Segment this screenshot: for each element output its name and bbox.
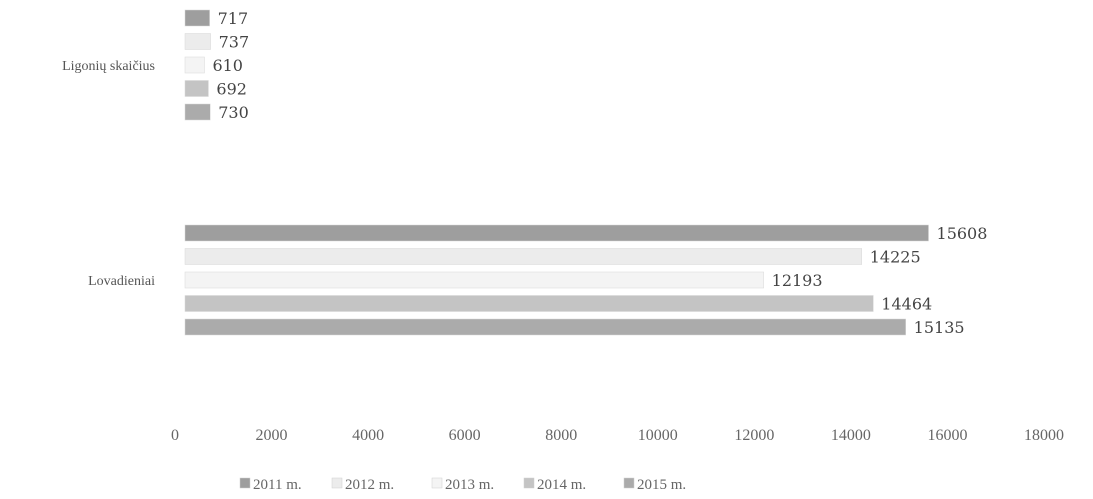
bar: [184, 33, 211, 50]
x-tick-label: 12000: [734, 427, 774, 444]
data-label: 610: [212, 56, 243, 75]
data-label: 14464: [881, 295, 932, 314]
bar: [184, 318, 906, 336]
bar: [184, 56, 205, 74]
bar: [184, 295, 874, 312]
bar: [184, 103, 211, 121]
x-tick-label: 10000: [638, 427, 678, 444]
x-tick-label: 4000: [352, 427, 384, 444]
x-tick-label: 2000: [256, 427, 288, 444]
bar: [184, 271, 764, 289]
legend-label: 2015 m.: [637, 477, 686, 493]
x-tick-label: 14000: [831, 427, 871, 444]
legend-label: 2014 m.: [537, 477, 586, 493]
data-label: 692: [216, 80, 247, 99]
legend: 2011 m. 2012 m. 2013 m. 2014 m. 2015 m.: [239, 477, 686, 493]
legend-label: 2011 m.: [253, 477, 302, 493]
x-tick-label: 0: [171, 427, 179, 444]
x-tick-label: 8000: [545, 427, 577, 444]
bar: [184, 80, 209, 97]
legend-swatch: [239, 477, 251, 489]
data-label: 15608: [937, 224, 988, 243]
legend-swatch: [623, 477, 635, 489]
legend-swatch: [523, 477, 535, 489]
data-label: 12193: [772, 271, 823, 290]
legend-swatch: [431, 477, 443, 489]
x-tick-label: 6000: [449, 427, 481, 444]
legend-label: 2013 m.: [445, 477, 494, 493]
x-tick-label: 18000: [1024, 427, 1064, 444]
data-label: 15135: [914, 318, 965, 337]
data-label: 14225: [870, 248, 921, 267]
data-label: 730: [218, 103, 249, 122]
data-label: 717: [218, 9, 249, 28]
x-tick-label: 16000: [927, 427, 967, 444]
x-axis-ticks: 0 2000 4000 6000 8000 10000 12000 14000 16000 180…: [171, 427, 1064, 444]
category-labels: Ligonių skaičius Lovadieniai: [62, 59, 155, 289]
data-label: 737: [219, 33, 250, 52]
bar: [184, 248, 863, 265]
category-label: Lovadieniai: [88, 274, 155, 289]
bar: [184, 224, 929, 242]
category-label: Ligonių skaičius: [62, 59, 155, 74]
value-labels: 717 737 610 692 730 15608 14225 12193 14464 15135: [212, 9, 987, 337]
bar: [184, 9, 210, 27]
legend-label: 2012 m.: [345, 477, 394, 493]
bars: [184, 9, 929, 336]
legend-swatch: [331, 477, 343, 489]
